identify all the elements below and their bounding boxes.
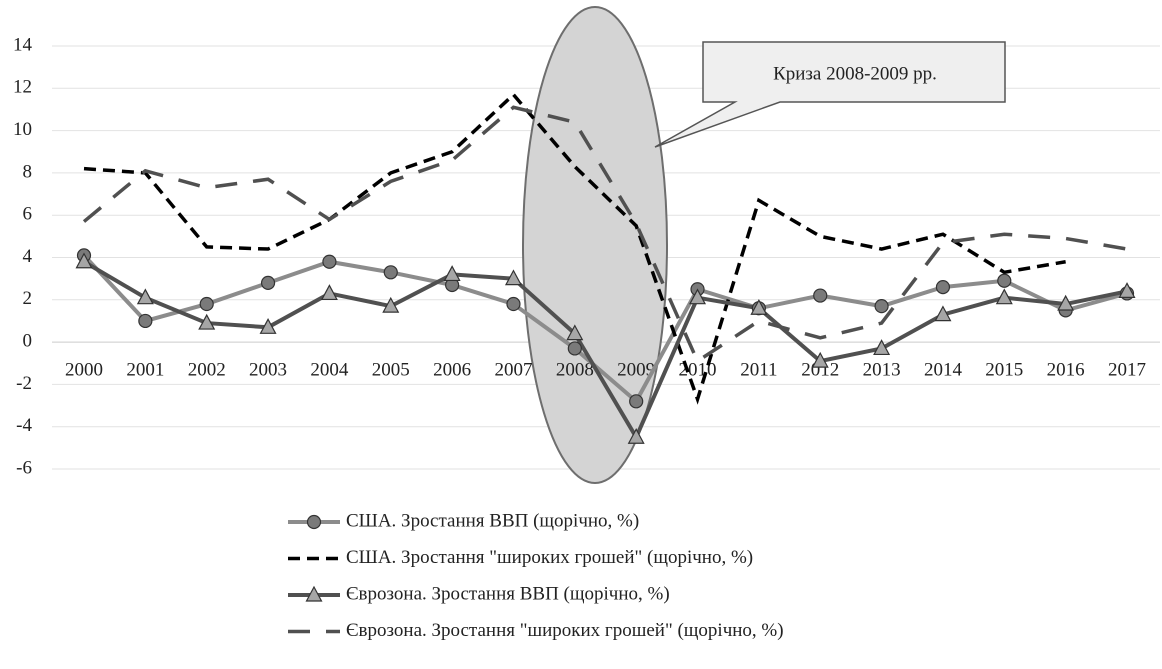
point-marker bbox=[629, 394, 644, 409]
point-marker bbox=[934, 305, 952, 322]
x-tick-label: 2014 bbox=[924, 359, 963, 380]
point-marker bbox=[382, 296, 400, 313]
x-tick-label: 2008 bbox=[556, 359, 594, 380]
series-line bbox=[82, 260, 1128, 442]
point-marker bbox=[873, 339, 891, 356]
x-tick-label: 2007 bbox=[494, 359, 532, 380]
y-tick-label: 2 bbox=[23, 288, 33, 309]
legend-label: США. Зростання "широких грошей" (щорічно… bbox=[346, 547, 753, 568]
x-tick-label: 2017 bbox=[1108, 359, 1146, 380]
point-marker bbox=[199, 296, 214, 312]
y-tick-label: -2 bbox=[16, 373, 32, 394]
point-marker bbox=[259, 318, 277, 334]
x-tick-label: 2000 bbox=[65, 359, 103, 380]
x-tick-label: 2001 bbox=[126, 359, 164, 380]
point-marker bbox=[136, 288, 154, 305]
crisis-ellipse bbox=[522, 6, 668, 484]
series-line bbox=[82, 254, 1128, 405]
y-tick-label: 0 bbox=[23, 330, 33, 351]
point-marker bbox=[566, 324, 584, 341]
point-marker bbox=[198, 313, 216, 330]
y-tick-label: -6 bbox=[16, 457, 32, 478]
y-tick-label: 6 bbox=[23, 204, 33, 225]
y-tick-label: 14 bbox=[13, 34, 33, 55]
point-marker bbox=[689, 288, 707, 305]
point-marker bbox=[1118, 282, 1136, 298]
series-line bbox=[82, 105, 1128, 364]
point-marker bbox=[504, 269, 522, 286]
point-marker bbox=[320, 284, 338, 301]
point-marker bbox=[811, 351, 829, 368]
point-marker bbox=[138, 313, 153, 329]
y-tick-label: 10 bbox=[13, 119, 32, 140]
point-marker bbox=[935, 280, 951, 295]
x-tick-label: 2016 bbox=[1047, 359, 1085, 380]
x-tick-label: 2003 bbox=[249, 359, 287, 380]
y-tick-label: -4 bbox=[16, 415, 32, 436]
x-tick-label: 2011 bbox=[740, 359, 777, 380]
point-marker bbox=[1057, 294, 1075, 311]
y-tick-label: 12 bbox=[13, 77, 32, 98]
point-marker bbox=[75, 252, 93, 269]
point-marker bbox=[567, 341, 582, 356]
point-marker bbox=[750, 298, 768, 315]
x-tick-label: 2004 bbox=[310, 359, 349, 380]
x-tick-label: 2009 bbox=[617, 359, 655, 380]
x-tick-label: 2002 bbox=[188, 359, 226, 380]
legend-label: Єврозона. Зростання ВВП (щорічно, %) bbox=[346, 583, 670, 604]
point-marker bbox=[260, 275, 276, 290]
point-marker bbox=[305, 585, 323, 602]
y-tick-label: 8 bbox=[23, 161, 33, 182]
annotation: Криза 2008-2009 рр. bbox=[773, 63, 937, 84]
point-marker bbox=[322, 254, 337, 269]
point-marker bbox=[997, 273, 1012, 288]
x-tick-label: 2005 bbox=[372, 359, 410, 380]
point-marker bbox=[995, 288, 1013, 305]
point-marker bbox=[813, 288, 828, 303]
point-marker bbox=[627, 428, 645, 444]
x-tick-label: 2006 bbox=[433, 359, 471, 380]
callout-box bbox=[654, 41, 1006, 148]
point-marker bbox=[443, 265, 461, 282]
x-tick-label: 2015 bbox=[985, 359, 1023, 380]
plot: 2000 2001 2002 2003 2004 2005 2006 2007 2008 2009… bbox=[65, 92, 1146, 641]
y-tick-label: 4 bbox=[23, 246, 33, 267]
point-marker bbox=[506, 296, 521, 312]
x-tick-label: 2012 bbox=[801, 359, 839, 380]
legend-label: США. Зростання ВВП (щорічно, %) bbox=[346, 510, 639, 531]
point-marker bbox=[874, 299, 889, 314]
point-marker bbox=[306, 514, 322, 530]
x-tick-label: 2013 bbox=[863, 359, 901, 380]
legend-label: Єврозона. Зростання "широких грошей" (що… bbox=[346, 620, 784, 641]
series-line bbox=[83, 92, 1066, 405]
point-marker bbox=[383, 265, 398, 280]
